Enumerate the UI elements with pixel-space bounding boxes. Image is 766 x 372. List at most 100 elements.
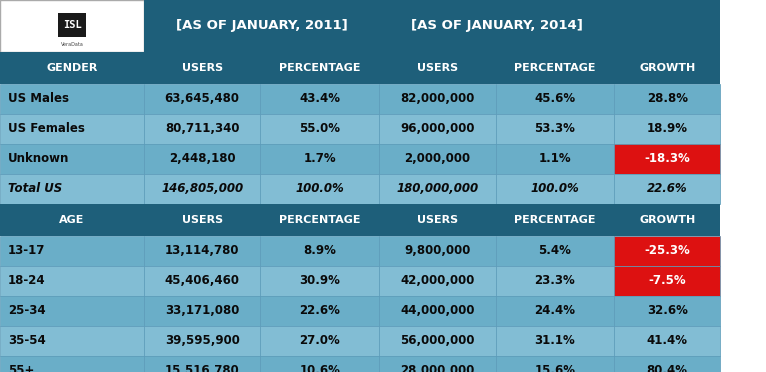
- Bar: [496, 296, 614, 326]
- Bar: [0, 356, 144, 372]
- Text: 33,171,080: 33,171,080: [165, 305, 240, 317]
- Text: 1.7%: 1.7%: [303, 153, 336, 166]
- Text: 45.6%: 45.6%: [535, 93, 575, 106]
- Text: PERCENTAGE: PERCENTAGE: [279, 215, 361, 225]
- Text: VeraData: VeraData: [61, 42, 83, 47]
- Bar: [260, 144, 379, 174]
- Bar: [496, 266, 614, 296]
- Bar: [614, 114, 720, 144]
- Bar: [144, 52, 260, 84]
- Bar: [144, 114, 260, 144]
- Text: 45,406,460: 45,406,460: [165, 275, 240, 288]
- Bar: [496, 174, 614, 204]
- Text: 100.0%: 100.0%: [296, 183, 344, 196]
- Bar: [614, 266, 720, 296]
- Text: 31.1%: 31.1%: [535, 334, 575, 347]
- Bar: [379, 114, 496, 144]
- Text: 30.9%: 30.9%: [300, 275, 340, 288]
- Bar: [0, 236, 144, 266]
- Text: USERS: USERS: [417, 215, 458, 225]
- Bar: [144, 0, 379, 52]
- Bar: [56, 11, 88, 39]
- Text: 180,000,000: 180,000,000: [396, 183, 479, 196]
- Bar: [496, 144, 614, 174]
- Text: 55+: 55+: [8, 365, 34, 372]
- Text: -7.5%: -7.5%: [648, 275, 686, 288]
- Bar: [260, 266, 379, 296]
- Bar: [260, 174, 379, 204]
- Text: 25-34: 25-34: [8, 305, 46, 317]
- Bar: [144, 236, 260, 266]
- Text: 2,448,180: 2,448,180: [169, 153, 235, 166]
- Text: 146,805,000: 146,805,000: [161, 183, 244, 196]
- Bar: [144, 84, 260, 114]
- Text: 55.0%: 55.0%: [300, 122, 340, 135]
- Text: 13-17: 13-17: [8, 244, 45, 257]
- Bar: [614, 296, 720, 326]
- Bar: [496, 84, 614, 114]
- Text: 42,000,000: 42,000,000: [400, 275, 475, 288]
- Text: 15.6%: 15.6%: [535, 365, 575, 372]
- Bar: [614, 52, 720, 84]
- Bar: [614, 84, 720, 114]
- Bar: [379, 326, 496, 356]
- Text: 28,000,000: 28,000,000: [400, 365, 475, 372]
- Text: 22.6%: 22.6%: [647, 183, 688, 196]
- Text: 63,645,480: 63,645,480: [165, 93, 240, 106]
- Text: 53.3%: 53.3%: [535, 122, 575, 135]
- Bar: [379, 356, 496, 372]
- Bar: [0, 326, 144, 356]
- Text: 1.1%: 1.1%: [538, 153, 571, 166]
- Text: 96,000,000: 96,000,000: [400, 122, 475, 135]
- Bar: [0, 84, 144, 114]
- Text: 24.4%: 24.4%: [535, 305, 575, 317]
- Text: 18-24: 18-24: [8, 275, 46, 288]
- Text: 9,800,000: 9,800,000: [404, 244, 470, 257]
- Bar: [379, 84, 496, 114]
- Bar: [614, 144, 720, 174]
- Text: 8.9%: 8.9%: [303, 244, 336, 257]
- Text: 100.0%: 100.0%: [531, 183, 579, 196]
- Bar: [379, 236, 496, 266]
- Text: 2,000,000: 2,000,000: [404, 153, 470, 166]
- Bar: [614, 326, 720, 356]
- Text: 35-54: 35-54: [8, 334, 46, 347]
- Bar: [614, 236, 720, 266]
- Bar: [260, 236, 379, 266]
- Bar: [614, 0, 720, 52]
- Text: 13,114,780: 13,114,780: [165, 244, 240, 257]
- Bar: [496, 204, 614, 236]
- Bar: [0, 52, 144, 84]
- Text: USERS: USERS: [182, 63, 223, 73]
- Bar: [496, 114, 614, 144]
- Text: 82,000,000: 82,000,000: [400, 93, 475, 106]
- Text: 15,516,780: 15,516,780: [165, 365, 240, 372]
- Text: 80.4%: 80.4%: [647, 365, 688, 372]
- Text: Unknown: Unknown: [8, 153, 70, 166]
- Bar: [144, 174, 260, 204]
- Bar: [260, 326, 379, 356]
- Bar: [0, 144, 144, 174]
- Bar: [0, 114, 144, 144]
- Bar: [144, 356, 260, 372]
- Bar: [260, 204, 379, 236]
- Text: [AS OF JANUARY, 2011]: [AS OF JANUARY, 2011]: [175, 19, 348, 32]
- Text: GROWTH: GROWTH: [639, 215, 696, 225]
- Text: US Females: US Females: [8, 122, 85, 135]
- Bar: [614, 204, 720, 236]
- Bar: [496, 356, 614, 372]
- Bar: [260, 114, 379, 144]
- Text: 28.8%: 28.8%: [647, 93, 688, 106]
- Text: -25.3%: -25.3%: [644, 244, 690, 257]
- Text: 18.9%: 18.9%: [647, 122, 688, 135]
- Bar: [379, 52, 496, 84]
- Text: PERCENTAGE: PERCENTAGE: [514, 63, 596, 73]
- Bar: [260, 52, 379, 84]
- Text: 23.3%: 23.3%: [535, 275, 575, 288]
- Text: US Males: US Males: [8, 93, 69, 106]
- Text: -18.3%: -18.3%: [644, 153, 690, 166]
- Bar: [144, 326, 260, 356]
- Text: 43.4%: 43.4%: [300, 93, 340, 106]
- Bar: [614, 174, 720, 204]
- Bar: [379, 296, 496, 326]
